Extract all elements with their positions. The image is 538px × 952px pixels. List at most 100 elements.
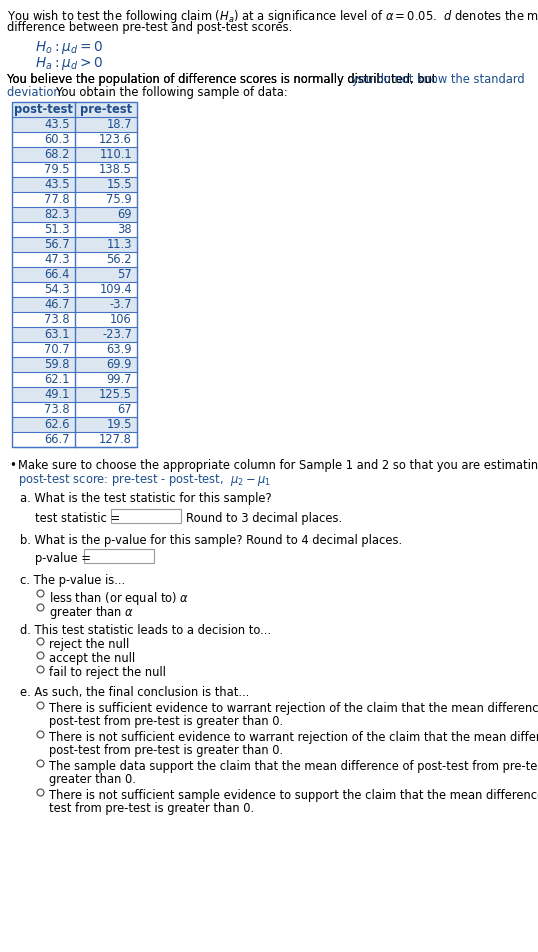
Text: 51.3: 51.3 <box>44 223 70 236</box>
Text: Round to 3 decimal places.: Round to 3 decimal places. <box>186 512 342 525</box>
Text: You wish to test the following claim ($H_a$) at a significance level of $\alpha : You wish to test the following claim ($H… <box>7 8 538 25</box>
Bar <box>12 387 137 402</box>
Text: There is not sufficient evidence to warrant rejection of the claim that the mean: There is not sufficient evidence to warr… <box>49 731 538 744</box>
Bar <box>12 207 137 222</box>
Bar <box>12 102 137 117</box>
Text: deviation.: deviation. <box>7 86 68 99</box>
Bar <box>111 509 181 523</box>
Text: 38: 38 <box>117 223 132 236</box>
Bar <box>12 252 137 267</box>
Text: The sample data support the claim that the mean difference of post-test from pre: The sample data support the claim that t… <box>49 760 538 773</box>
Bar <box>12 132 137 147</box>
Text: $H_a:\mu_d > 0$: $H_a:\mu_d > 0$ <box>35 55 103 72</box>
Bar <box>12 132 137 147</box>
Circle shape <box>37 760 44 767</box>
Text: 63.9: 63.9 <box>107 343 132 356</box>
Bar <box>12 297 137 312</box>
Text: 62.1: 62.1 <box>45 373 70 386</box>
Text: 54.3: 54.3 <box>44 283 70 296</box>
Bar <box>12 312 137 327</box>
Text: 63.1: 63.1 <box>45 328 70 341</box>
Bar <box>12 192 137 207</box>
Text: d. This test statistic leads to a decision to...: d. This test statistic leads to a decisi… <box>20 624 271 637</box>
Text: 56.2: 56.2 <box>107 253 132 266</box>
Text: post-test score: pre-test - post-test,  $\mu_2 - \mu_1$: post-test score: pre-test - post-test, $… <box>18 472 271 488</box>
Text: pre-test: pre-test <box>80 103 132 116</box>
Bar <box>12 357 137 372</box>
Text: 56.7: 56.7 <box>44 238 70 251</box>
Text: $H_o:\mu_d = 0$: $H_o:\mu_d = 0$ <box>35 39 103 56</box>
Circle shape <box>37 652 44 659</box>
Bar <box>12 402 137 417</box>
Circle shape <box>37 789 44 796</box>
Text: post-test from pre-test is greater than 0.: post-test from pre-test is greater than … <box>49 715 283 728</box>
Text: 70.7: 70.7 <box>44 343 70 356</box>
Text: -23.7: -23.7 <box>102 328 132 341</box>
Text: 109.4: 109.4 <box>100 283 132 296</box>
Text: 75.9: 75.9 <box>107 193 132 206</box>
Bar <box>12 162 137 177</box>
Text: 68.2: 68.2 <box>45 148 70 161</box>
Bar <box>12 372 137 387</box>
Text: 47.3: 47.3 <box>44 253 70 266</box>
Text: 19.5: 19.5 <box>107 418 132 431</box>
Circle shape <box>37 666 44 673</box>
Text: •: • <box>9 459 16 472</box>
Text: 79.5: 79.5 <box>44 163 70 176</box>
Text: 82.3: 82.3 <box>44 208 70 221</box>
Text: 77.8: 77.8 <box>44 193 70 206</box>
Text: 66.4: 66.4 <box>45 268 70 281</box>
Bar <box>12 282 137 297</box>
Text: 106: 106 <box>110 313 132 326</box>
Text: 123.6: 123.6 <box>99 133 132 146</box>
Bar <box>12 147 137 162</box>
Text: 69: 69 <box>117 208 132 221</box>
Text: 59.8: 59.8 <box>45 358 70 371</box>
Circle shape <box>37 604 44 611</box>
Bar <box>12 372 137 387</box>
Text: 49.1: 49.1 <box>45 388 70 401</box>
Text: you do not know the standard: you do not know the standard <box>352 73 525 86</box>
Text: post-test: post-test <box>14 103 73 116</box>
Text: test from pre-test is greater than 0.: test from pre-test is greater than 0. <box>49 802 254 815</box>
Text: You believe the population of difference scores is normally distributed, but: You believe the population of difference… <box>7 73 440 86</box>
Text: You believe the population of difference scores is normally distributed, but: You believe the population of difference… <box>7 73 440 86</box>
Text: You obtain the following sample of data:: You obtain the following sample of data: <box>56 86 288 99</box>
Text: 73.8: 73.8 <box>44 403 70 416</box>
Text: test statistic =: test statistic = <box>35 512 124 525</box>
Text: accept the null: accept the null <box>49 652 135 665</box>
Text: 125.5: 125.5 <box>99 388 132 401</box>
Text: reject the null: reject the null <box>49 638 129 651</box>
Text: difference between pre-test and post-test scores.: difference between pre-test and post-tes… <box>7 21 292 34</box>
Text: greater than $\alpha$: greater than $\alpha$ <box>49 604 134 621</box>
Text: a. What is the test statistic for this sample?: a. What is the test statistic for this s… <box>20 492 272 505</box>
Text: 69.9: 69.9 <box>107 358 132 371</box>
Text: 127.8: 127.8 <box>99 433 132 446</box>
Text: fail to reject the null: fail to reject the null <box>49 666 166 679</box>
Text: c. The p-value is...: c. The p-value is... <box>20 574 125 587</box>
Bar <box>12 237 137 252</box>
Text: 62.6: 62.6 <box>45 418 70 431</box>
Text: 60.3: 60.3 <box>45 133 70 146</box>
Text: 67: 67 <box>117 403 132 416</box>
Bar <box>12 177 137 192</box>
Text: Make sure to choose the appropriate column for Sample 1 and 2 so that you are es: Make sure to choose the appropriate colu… <box>18 459 538 472</box>
Text: 73.8: 73.8 <box>44 313 70 326</box>
Text: 46.7: 46.7 <box>45 298 70 311</box>
Bar <box>12 162 137 177</box>
Text: 11.3: 11.3 <box>107 238 132 251</box>
Bar <box>12 432 137 447</box>
Bar <box>12 252 137 267</box>
Circle shape <box>37 590 44 597</box>
Text: 57: 57 <box>117 268 132 281</box>
Bar <box>12 192 137 207</box>
Circle shape <box>37 638 44 645</box>
Text: 99.7: 99.7 <box>107 373 132 386</box>
Text: 18.7: 18.7 <box>107 118 132 131</box>
Bar <box>12 432 137 447</box>
Bar <box>12 342 137 357</box>
Bar <box>12 102 137 447</box>
Bar <box>12 222 137 237</box>
Text: 43.5: 43.5 <box>44 178 70 191</box>
Text: p-value =: p-value = <box>35 552 95 565</box>
